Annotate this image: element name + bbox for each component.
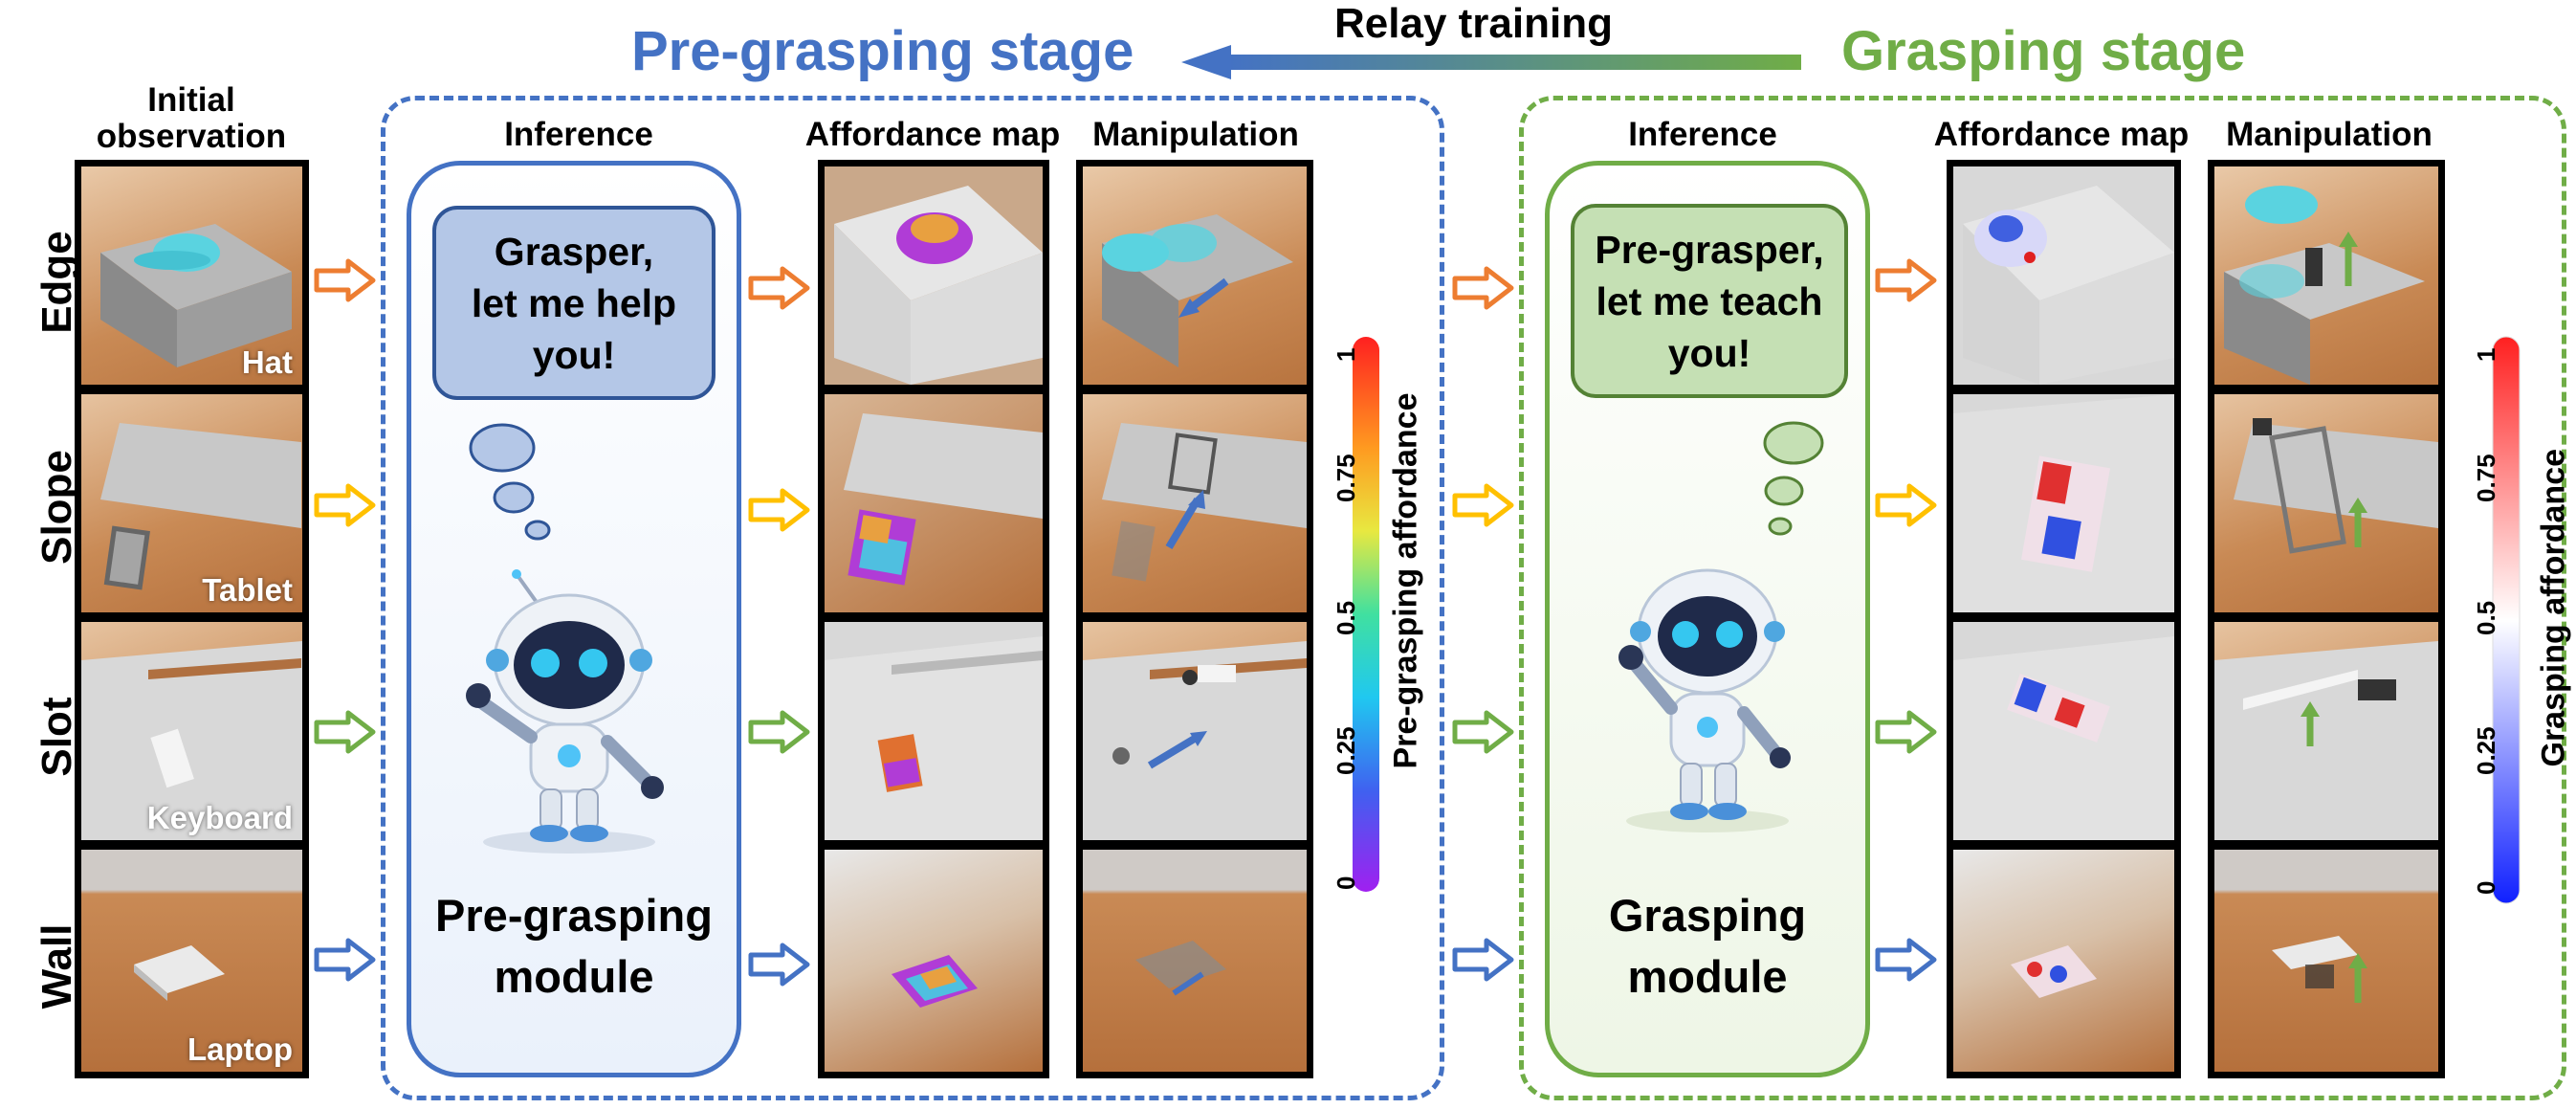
grasp-colorbar-tick: 0.25 (2472, 726, 2500, 775)
relay-training-label: Relay training (1334, 0, 1613, 47)
grasp-affordance-map-slope (1947, 388, 2181, 619)
pre-affordance-header: Affordance map (804, 116, 1061, 153)
arrow-slot-icon (1452, 710, 1514, 754)
grasp-affordance-header: Affordance map (1933, 116, 2190, 153)
pre-colorbar-tick: 1 (1332, 347, 1360, 362)
pre-manipulation-edge (1076, 160, 1313, 391)
pre-speech-bubble: Grasper, let me help you! (432, 206, 716, 400)
pre-colorbar-tick: 0.25 (1332, 726, 1360, 775)
arrow-slot-icon (1875, 710, 1937, 754)
grasp-inference-header: Inference (1628, 116, 1777, 153)
pre-colorbar-tick: 0.75 (1332, 454, 1360, 502)
thought-bubble-icon (469, 423, 551, 541)
initial-image-edge: Hat (75, 160, 309, 391)
grasp-manipulation-header: Manipulation (2226, 116, 2433, 153)
pre-colorbar-tick: 0 (1332, 876, 1360, 890)
pre-colorbar-tick: 0.5 (1332, 600, 1360, 635)
arrow-slot-icon (314, 710, 376, 754)
object-label-laptop: Laptop (187, 1031, 293, 1067)
grasping-stage-title: Grasping stage (1841, 20, 2246, 82)
grasping-stage-box (1519, 96, 2566, 1100)
arrow-edge-icon (748, 266, 810, 310)
relay-arrow-icon (1181, 45, 1801, 79)
object-label-keyboard: Keyboard (146, 800, 293, 835)
pre-colorbar-title: Pre-grasping affordance (1387, 392, 1424, 769)
arrow-edge-icon (1875, 258, 1937, 302)
arrow-slope-icon (314, 483, 376, 527)
robot-icon (466, 569, 664, 854)
pre-affordance-map-edge (818, 160, 1049, 391)
robot-icon (1618, 568, 1791, 832)
initial-image-slot: Keyboard (75, 615, 309, 847)
pre-colorbar (1353, 337, 1379, 892)
grasp-manipulation-wall (2208, 843, 2445, 1078)
grasp-affordance-map-slot (1947, 615, 2181, 847)
grasp-colorbar-tick: 0 (2472, 880, 2500, 895)
pre-manipulation-slope (1076, 388, 1313, 619)
pre-grasping-module-name: Pre-grasping module (435, 890, 713, 1002)
grasp-manipulation-slot (2208, 615, 2445, 847)
arrow-wall-icon (314, 938, 376, 982)
pre-affordance-map-slot (818, 615, 1049, 847)
arrow-edge-icon (314, 258, 376, 302)
arrow-slot-icon (748, 710, 810, 754)
arrow-edge-icon (1452, 266, 1514, 310)
object-label-hat: Hat (241, 344, 293, 380)
grasp-affordance-map-wall (1947, 843, 2181, 1078)
grasp-manipulation-edge (2208, 160, 2445, 391)
pre-manipulation-slot (1076, 615, 1313, 847)
pre-grasping-stage-title: Pre-grasping stage (631, 20, 1134, 82)
arrow-wall-icon (748, 943, 810, 987)
arrow-wall-icon (1452, 938, 1514, 982)
grasp-colorbar-tick: 1 (2472, 347, 2500, 362)
arrow-wall-icon (1875, 938, 1937, 982)
initial-image-wall: Laptop (75, 843, 309, 1078)
pre-affordance-map-slope (818, 388, 1049, 619)
grasp-affordance-map-edge (1947, 160, 2181, 391)
initial-observation-header: Initial observation (96, 81, 287, 155)
grasp-colorbar (2492, 336, 2521, 904)
thought-bubble-icon (1763, 421, 1824, 536)
pre-affordance-map-wall (818, 843, 1049, 1078)
pre-inference-header: Inference (504, 116, 653, 153)
pre-manipulation-wall (1076, 843, 1313, 1078)
arrow-slope-icon (1875, 483, 1937, 527)
pre-grasping-stage-box (381, 96, 1444, 1100)
grasp-colorbar-title: Grasping affordance (2535, 448, 2572, 767)
grasp-speech-bubble: Pre-grasper, let me teach you! (1571, 204, 1848, 398)
object-label-tablet: Tablet (202, 572, 293, 608)
grasp-manipulation-slope (2208, 388, 2445, 619)
grasping-module-name: Grasping module (1608, 890, 1807, 1002)
pre-manipulation-header: Manipulation (1092, 116, 1299, 153)
initial-image-slope: Tablet (75, 388, 309, 619)
arrow-slope-icon (748, 488, 810, 532)
grasp-colorbar-tick: 0.75 (2472, 454, 2500, 502)
grasp-colorbar-tick: 0.5 (2472, 600, 2500, 635)
arrow-slope-icon (1452, 483, 1514, 527)
